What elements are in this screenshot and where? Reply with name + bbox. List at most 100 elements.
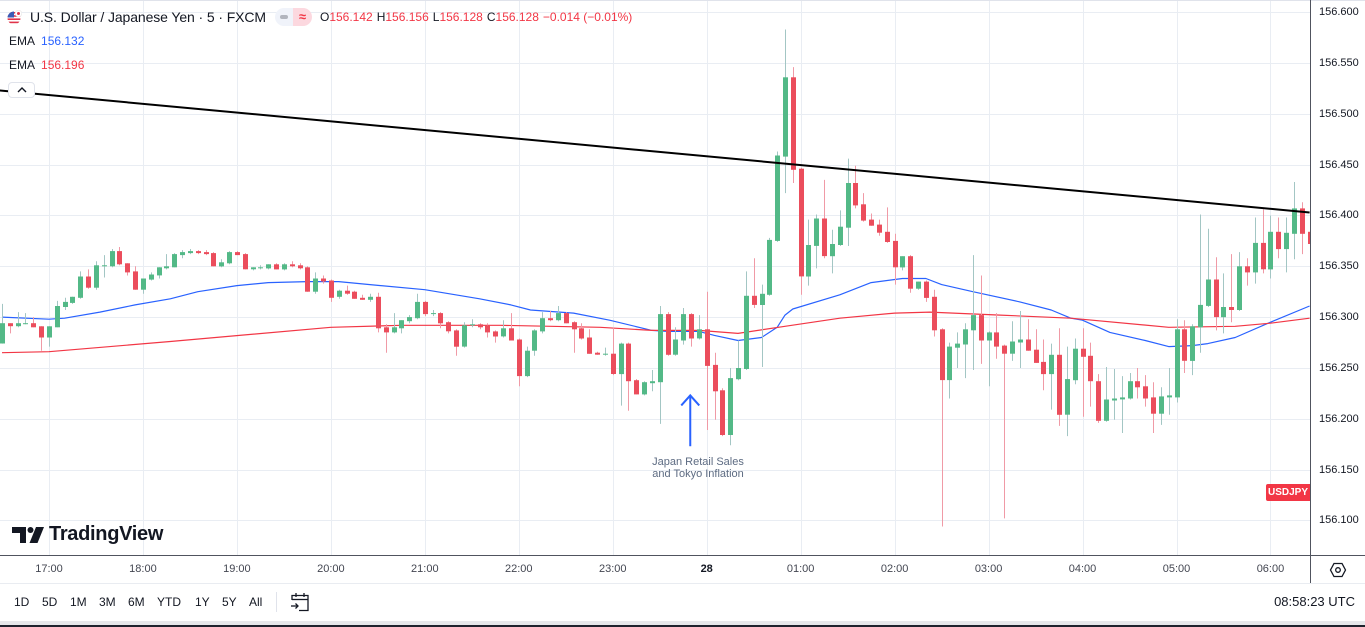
candle-body [509, 328, 514, 341]
candle-bullish [431, 310, 436, 317]
ema-legend-2[interactable]: EMA 156.196 [9, 57, 84, 73]
candle-bearish [1057, 328, 1062, 426]
candle-body [1261, 242, 1266, 270]
candle-body [799, 168, 804, 277]
range-all-button[interactable]: All [249, 595, 263, 609]
candle-bullish [23, 313, 28, 325]
candle-body [1268, 231, 1273, 270]
candle-body [572, 322, 577, 330]
symbol-legend[interactable]: U.S. Dollar / Japanese Yen · 5 · FXCM ≈ … [7, 7, 632, 27]
candles [0, 29, 1310, 527]
ema-legend-1[interactable]: EMA 156.132 [9, 33, 84, 49]
candle-body [23, 323, 28, 325]
candle-bullish [63, 297, 68, 310]
candle-bearish [117, 247, 122, 266]
date-tick-label: 28 [700, 563, 713, 575]
candle-body [1065, 379, 1070, 415]
utc-clock[interactable]: 08:58:23 UTC [1274, 594, 1355, 609]
candle-body [947, 346, 952, 381]
candle-bullish [368, 293, 373, 302]
candle-bullish [164, 254, 169, 270]
candle-bullish [775, 151, 780, 242]
range-5d-button[interactable]: 5D [42, 595, 58, 609]
candle-body [1002, 345, 1007, 354]
candle-body [1034, 349, 1039, 363]
candle-bullish [78, 271, 83, 299]
candle-body [1300, 208, 1305, 234]
candle-body [525, 350, 530, 377]
hide-series-button[interactable] [274, 8, 293, 26]
candle-bearish [485, 323, 490, 338]
symbol-title[interactable]: U.S. Dollar / Japanese Yen · 5 · FXCM [30, 9, 266, 25]
candle-body [1151, 397, 1156, 414]
candle-body [55, 306, 60, 328]
visibility-pill[interactable]: ≈ [274, 8, 312, 26]
candle-body [1088, 355, 1093, 382]
candle-body [282, 264, 287, 270]
candle-body [1010, 341, 1015, 354]
symbol-price-badge: USDJPY [1266, 484, 1310, 501]
candle-body [853, 183, 858, 206]
open-value: O156.142 [319, 10, 373, 24]
candle-bearish [1308, 231, 1310, 244]
candle-body [446, 322, 451, 332]
high-value: H156.156 [376, 10, 429, 24]
candle-body [149, 274, 154, 280]
candle-bullish [407, 315, 412, 324]
candle-bullish [947, 342, 952, 399]
candle-body [1182, 329, 1187, 361]
range-ytd-button[interactable]: YTD [157, 595, 181, 609]
bottom-strip [0, 621, 1365, 625]
chart-settings-button[interactable] [1328, 560, 1348, 580]
candle-body [470, 324, 475, 326]
candle-bearish [587, 329, 592, 354]
candle-bearish [1151, 382, 1156, 433]
candle-bearish [893, 233, 898, 285]
tradingview-logo[interactable]: TradingView [12, 523, 163, 546]
go-to-date-button[interactable] [289, 592, 311, 612]
candle-bullish [462, 322, 467, 348]
candle-bullish [963, 323, 968, 379]
candle-bearish [822, 179, 827, 259]
range-1y-button[interactable]: 1Y [195, 595, 210, 609]
range-5y-button[interactable]: 5Y [222, 595, 237, 609]
annotation-arrow[interactable] [680, 393, 701, 447]
candle-bearish [595, 351, 600, 355]
candle-bearish [548, 311, 553, 322]
candle-bullish [1120, 376, 1125, 433]
candle-bullish [399, 320, 404, 334]
candle-bearish [940, 328, 945, 527]
price-chart[interactable] [0, 0, 1310, 555]
candle-bullish [767, 237, 772, 296]
candle-bullish [415, 293, 420, 320]
range-6m-button[interactable]: 6M [128, 595, 145, 609]
candle-bullish [619, 342, 624, 406]
candle-body [564, 313, 569, 324]
range-3m-button[interactable]: 3M [99, 595, 116, 609]
candle-bullish [337, 289, 342, 299]
annotation-label[interactable]: Japan Retail Sales and Tokyo Inflation [636, 456, 760, 480]
candle-body [634, 380, 639, 395]
candle-bearish [204, 250, 209, 256]
trendline-drawing[interactable] [0, 89, 1310, 214]
candle-bearish [125, 263, 130, 276]
candle-body [39, 326, 44, 338]
candle-body [1081, 348, 1086, 357]
candle-bearish [626, 342, 631, 411]
candle-bullish [673, 327, 678, 356]
candle-bearish [1143, 375, 1148, 407]
annotation-line-2: and Tokyo Inflation [652, 467, 744, 480]
collapse-legend-button[interactable] [8, 82, 35, 98]
candle-body [1229, 307, 1234, 310]
range-1m-button[interactable]: 1M [70, 595, 87, 609]
candle-body [102, 265, 107, 267]
indicator-name: EMA [9, 34, 36, 48]
candle-body [689, 314, 694, 339]
candle-body [431, 313, 436, 315]
candle-bearish [329, 279, 334, 302]
approx-icon[interactable]: ≈ [292, 8, 312, 26]
trendline[interactable] [0, 89, 1310, 214]
candle-body [1112, 398, 1117, 401]
candle-bearish [924, 280, 929, 302]
range-1d-button[interactable]: 1D [14, 595, 30, 609]
